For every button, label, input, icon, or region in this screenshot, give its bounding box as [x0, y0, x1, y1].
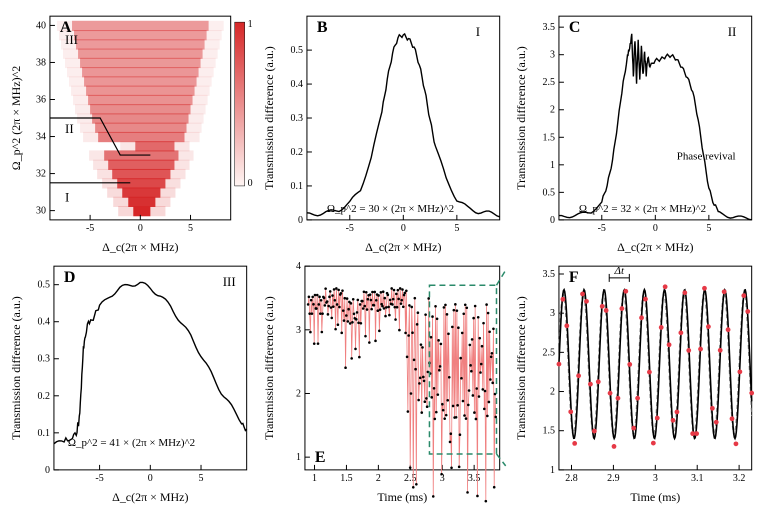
svg-text:3: 3: [653, 473, 658, 484]
svg-text:2.5: 2.5: [543, 347, 555, 358]
svg-text:Transmission difference (a.u.): Transmission difference (a.u.): [514, 296, 528, 440]
svg-text:B: B: [317, 19, 328, 36]
svg-text:2: 2: [296, 388, 301, 399]
svg-text:40: 40: [36, 20, 46, 31]
svg-text:I: I: [475, 24, 479, 39]
svg-text:F: F: [569, 269, 579, 286]
svg-text:Ω_p^2 (2π × MHz)^2: Ω_p^2 (2π × MHz)^2: [9, 66, 23, 170]
svg-text:0: 0: [45, 465, 50, 476]
svg-text:Time (ms): Time (ms): [377, 490, 427, 504]
svg-text:1: 1: [550, 465, 555, 476]
svg-text:5: 5: [188, 223, 193, 234]
svg-text:0.2: 0.2: [37, 391, 49, 402]
svg-text:Transmission difference (a.u.): Transmission difference (a.u.): [262, 296, 276, 440]
svg-text:3: 3: [296, 325, 301, 336]
svg-text:0.1: 0.1: [290, 181, 302, 192]
svg-text:0.2: 0.2: [290, 147, 302, 158]
svg-text:0.4: 0.4: [290, 79, 302, 90]
svg-text:1.5: 1.5: [543, 426, 555, 437]
svg-text:0: 0: [400, 223, 405, 234]
svg-text:A: A: [60, 19, 72, 36]
svg-text:30: 30: [36, 206, 46, 217]
svg-text:1: 1: [550, 160, 555, 171]
svg-text:0.3: 0.3: [37, 354, 49, 365]
svg-text:2.9: 2.9: [608, 473, 620, 484]
svg-text:3.5: 3.5: [468, 473, 480, 484]
svg-text:D: D: [64, 269, 76, 286]
svg-text:0: 0: [298, 215, 303, 226]
svg-text:II: II: [728, 24, 737, 39]
svg-text:Ω_p^2 = 30 × (2π × MHz)^2: Ω_p^2 = 30 × (2π × MHz)^2: [327, 203, 454, 215]
svg-text:2: 2: [550, 387, 555, 398]
svg-text:2.8: 2.8: [566, 473, 578, 484]
svg-text:I: I: [65, 189, 69, 204]
svg-text:0.4: 0.4: [37, 317, 49, 328]
svg-text:Phase revival: Phase revival: [677, 150, 736, 162]
svg-text:II: II: [65, 121, 74, 136]
svg-text:-5: -5: [345, 223, 353, 234]
svg-text:Δ_c(2π × MHz): Δ_c(2π × MHz): [617, 240, 693, 254]
svg-text:36: 36: [36, 94, 46, 105]
svg-text:0.1: 0.1: [37, 428, 49, 439]
svg-text:-5: -5: [598, 223, 606, 234]
svg-text:0: 0: [550, 215, 555, 226]
svg-text:2: 2: [376, 473, 381, 484]
svg-text:2.5: 2.5: [543, 77, 555, 88]
svg-text:32: 32: [36, 169, 46, 180]
svg-text:1: 1: [312, 473, 317, 484]
svg-text:3.2: 3.2: [733, 473, 745, 484]
svg-text:5: 5: [707, 223, 712, 234]
panel-C: -5 0 5 0 0.5 1 1.5 2 2.5 3 3.5 Δ_c(2π × MHz) Transmi…: [513, 8, 760, 254]
svg-text:3.1: 3.1: [691, 473, 703, 484]
svg-text:38: 38: [36, 57, 46, 68]
svg-text:Time (ms): Time (ms): [631, 490, 681, 504]
svg-text:0.5: 0.5: [37, 280, 49, 291]
svg-text:3: 3: [550, 308, 555, 319]
svg-text:Ω_p^2 = 32 × (2π × MHz)^2: Ω_p^2 = 32 × (2π × MHz)^2: [579, 203, 706, 215]
svg-text:1.5: 1.5: [340, 473, 352, 484]
svg-text:-5: -5: [86, 223, 94, 234]
svg-text:1.5: 1.5: [543, 132, 555, 143]
panel-F: 2.8 2.9 3 3.1 3.2 1 1.5 2 2.5 3 3.5 Time (ms) Transm…: [513, 258, 760, 504]
svg-text:1: 1: [296, 452, 301, 463]
panel-A: -5 0 5 30 32 34 36 38 40 Δ_c(2π × MHz) Ω_p^2 (2π ×…: [8, 8, 255, 254]
svg-text:2.5: 2.5: [404, 473, 416, 484]
svg-text:Δ_c(2π × MHz): Δ_c(2π × MHz): [365, 240, 441, 254]
panel-B: -5 0 5 0 0.1 0.2 0.3 0.4 0.5 Δ_c(2π × MHz) Transmi…: [261, 8, 508, 254]
svg-text:4: 4: [296, 261, 301, 272]
svg-text:Δt: Δt: [614, 265, 625, 277]
svg-text:Transmission difference (a.u.): Transmission difference (a.u.): [9, 296, 23, 440]
svg-text:Δ_c(2π × MHz): Δ_c(2π × MHz): [102, 240, 178, 254]
svg-text:III: III: [223, 274, 236, 289]
svg-text:0: 0: [248, 178, 253, 189]
svg-text:0: 0: [148, 473, 153, 484]
svg-text:Transmission difference (a.u.): Transmission difference (a.u.): [514, 46, 528, 190]
svg-text:0.5: 0.5: [543, 187, 555, 198]
svg-text:C: C: [569, 19, 581, 36]
figure-grid: -505303234363840Δ_c(2π × MHz)Ω_p^2 (2π ×…: [8, 8, 760, 504]
svg-text:3: 3: [550, 50, 555, 61]
panel-E: 11.522.533.51234Time (ms)Transmission di…: [261, 258, 508, 504]
panel-D: -5 0 5 0 0.1 0.2 0.3 0.4 0.5 Δ_c(2π × MHz) Transmi…: [8, 258, 255, 504]
svg-text:0.3: 0.3: [290, 113, 302, 124]
svg-text:2: 2: [550, 105, 555, 116]
svg-text:-5: -5: [95, 473, 103, 484]
svg-text:Transmission difference (a.u.): Transmission difference (a.u.): [262, 46, 276, 190]
svg-text:5: 5: [454, 223, 459, 234]
svg-text:1: 1: [248, 19, 253, 30]
svg-text:34: 34: [36, 132, 46, 143]
svg-text:5: 5: [199, 473, 204, 484]
svg-text:Δ_c(2π × MHz): Δ_c(2π × MHz): [112, 490, 188, 504]
svg-text:0: 0: [653, 223, 658, 234]
svg-text:0.5: 0.5: [290, 45, 302, 56]
svg-text:3.5: 3.5: [543, 22, 555, 33]
svg-text:Ω_p^2 = 41 × (2π × MHz)^2: Ω_p^2 = 41 × (2π × MHz)^2: [68, 437, 195, 449]
svg-text:3.5: 3.5: [543, 269, 555, 280]
svg-text:0: 0: [138, 223, 143, 234]
svg-text:E: E: [315, 449, 326, 466]
